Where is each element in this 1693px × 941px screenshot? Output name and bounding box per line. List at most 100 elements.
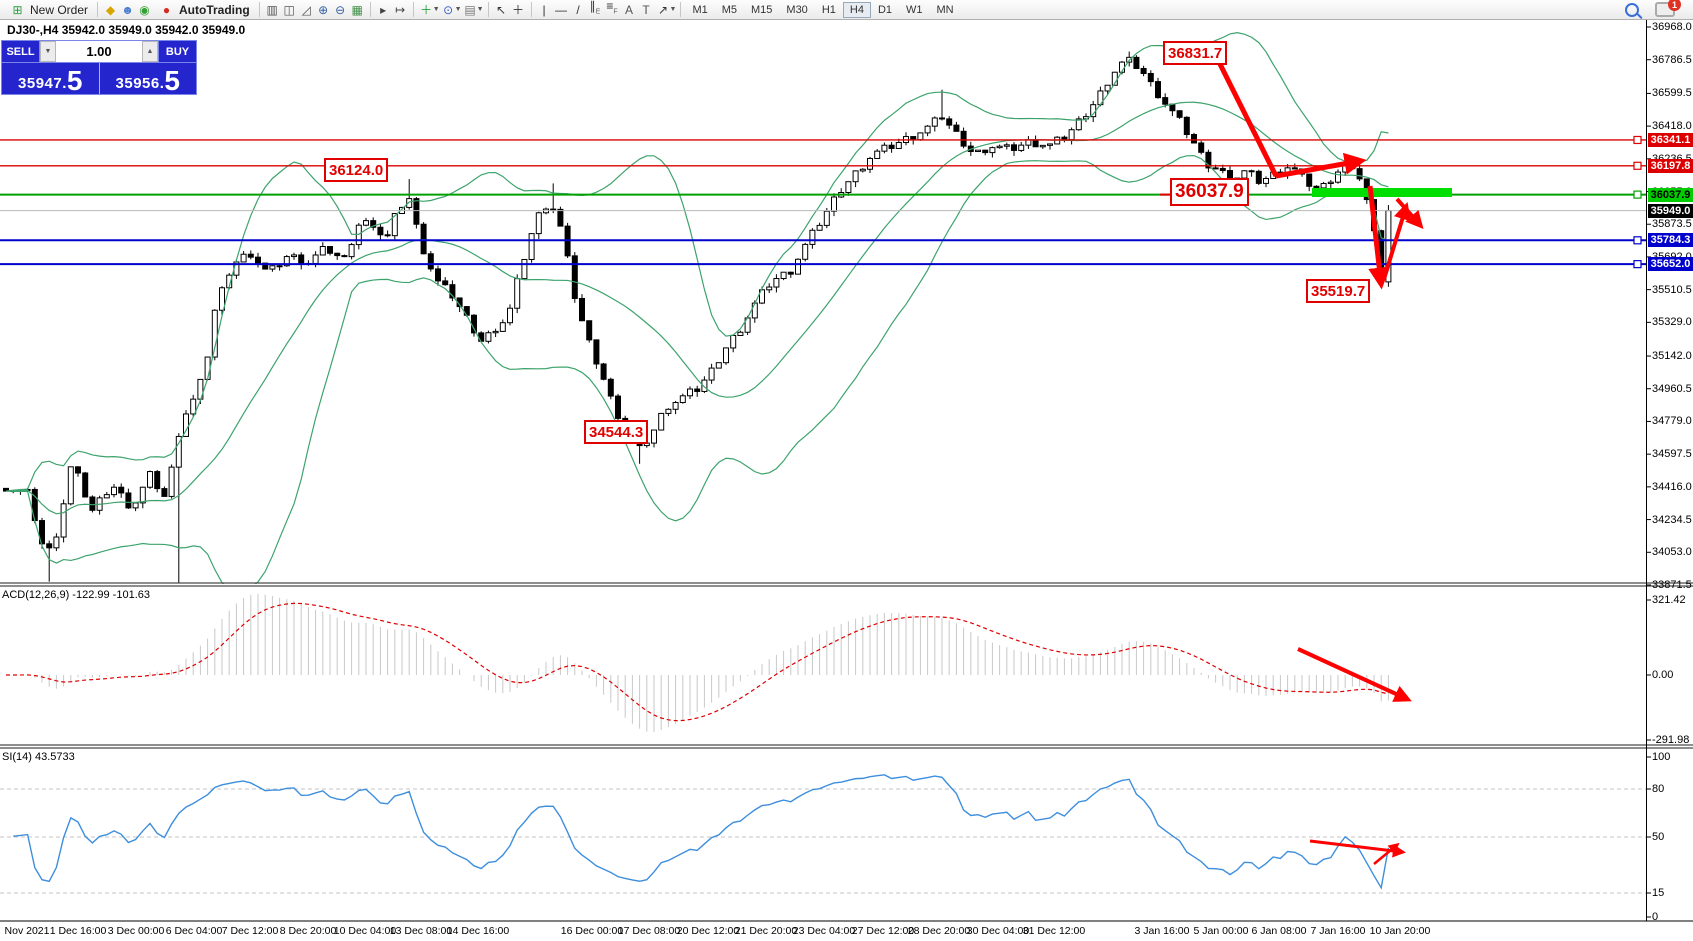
new-order-button[interactable]: ⊞ New Order <box>4 1 93 19</box>
candle <box>1219 167 1226 172</box>
autotrading-button[interactable]: ● AutoTrading <box>153 1 255 19</box>
candle <box>406 198 413 208</box>
sell-price[interactable]: 35947. 5 <box>2 63 100 95</box>
fibonacci-icon[interactable]: ≡F <box>606 0 618 16</box>
buy-price[interactable]: 35956. 5 <box>115 65 180 96</box>
toolbar-separator <box>487 2 489 17</box>
community-icon[interactable]: ☻ <box>121 2 134 17</box>
periods-icon[interactable]: ⊙ <box>443 2 454 17</box>
templates-icon[interactable]: ▤ <box>464 2 476 17</box>
date-axis-label: 1 Dec 16:00 <box>49 925 107 937</box>
toolbar-separator <box>530 2 532 17</box>
candle <box>168 466 175 497</box>
candle <box>60 503 67 538</box>
timeframe-h4[interactable]: H4 <box>842 1 871 18</box>
zoom-in-icon[interactable]: ⊕ <box>318 2 329 17</box>
price-annotation-36037.9[interactable]: 36037.9 <box>1170 178 1249 206</box>
metaeditor-icon[interactable]: ◆ <box>105 2 116 17</box>
candle <box>1255 170 1262 184</box>
auto-scroll-icon[interactable]: ▸ <box>380 2 387 17</box>
candle <box>1313 185 1320 189</box>
timeframe-m5[interactable]: M5 <box>721 3 737 16</box>
candle <box>708 367 715 381</box>
candle <box>67 466 74 505</box>
candle <box>255 256 261 264</box>
tile-windows-icon[interactable]: ▦ <box>351 2 363 17</box>
date-axis-label: 6 Jan 08:00 <box>1251 925 1307 937</box>
cursor-icon[interactable]: ↖ <box>495 2 507 17</box>
sell-button[interactable]: SELL <box>1 40 40 63</box>
candle <box>528 233 535 260</box>
channel-icon[interactable]: ∥E <box>589 0 601 16</box>
candle <box>319 246 326 256</box>
candle <box>391 213 398 237</box>
candle <box>507 307 513 324</box>
label-icon[interactable]: T <box>642 2 650 17</box>
toolbar-separator <box>680 2 682 17</box>
candle <box>1241 170 1248 179</box>
date-axis-label: 21 Dec 20:00 <box>734 925 798 937</box>
lot-value[interactable]: 1.00 <box>86 44 112 59</box>
indicators-icon-dropdown[interactable]: ▼ <box>432 6 440 13</box>
bar-chart-icon[interactable]: ▥ <box>266 2 278 17</box>
candle <box>154 471 161 490</box>
candle <box>103 494 110 499</box>
price-annotation-34544.3[interactable]: 34544.3 <box>584 420 649 444</box>
search-icon[interactable] <box>1625 2 1639 17</box>
candle <box>327 246 333 254</box>
candle <box>1162 97 1169 105</box>
timeframe-m30[interactable]: M30 <box>786 3 808 16</box>
timeframe-d1[interactable]: D1 <box>877 3 892 16</box>
timeframe-m15[interactable]: M15 <box>751 3 773 16</box>
candle <box>283 256 290 267</box>
text-icon[interactable]: A <box>624 2 633 17</box>
candle <box>89 496 96 511</box>
candle <box>931 117 938 127</box>
candle <box>276 265 283 268</box>
lot-increase-button[interactable]: ▲ <box>142 41 158 62</box>
price-annotation-36831.7[interactable]: 36831.7 <box>1163 41 1228 65</box>
candlestick-chart-icon[interactable]: ◫ <box>283 2 295 17</box>
buy-button[interactable]: BUY <box>158 40 197 63</box>
candle <box>723 347 729 364</box>
date-axis-label: 3 Dec 00:00 <box>107 925 165 937</box>
candle <box>607 378 614 397</box>
zoom-out-icon[interactable]: ⊖ <box>335 2 346 17</box>
candle <box>1047 143 1053 146</box>
vertical-line-icon[interactable]: | <box>542 2 546 17</box>
date-axis-label: 27 Dec 12:00 <box>851 925 915 937</box>
timeframe-m1[interactable]: M1 <box>692 3 708 16</box>
templates-icon-dropdown[interactable]: ▼ <box>476 6 484 13</box>
horizontal-line-icon[interactable]: ― <box>555 2 567 17</box>
timeframe-mn[interactable]: MN <box>936 3 954 16</box>
arrows-icon[interactable]: ↗ <box>657 2 669 17</box>
notifications-icon[interactable]: 1 <box>1655 0 1681 17</box>
chart-shift-icon[interactable]: ↦ <box>395 2 406 17</box>
crosshair-icon[interactable]: ＋ <box>511 2 524 17</box>
trendline-icon[interactable]: / <box>576 2 580 17</box>
line-chart-icon[interactable]: ◿ <box>301 2 311 17</box>
candle <box>579 297 585 322</box>
timeframe-w1[interactable]: W1 <box>906 3 923 16</box>
arrows-icon-dropdown[interactable]: ▼ <box>669 6 677 13</box>
candle <box>111 486 117 496</box>
candle <box>751 302 758 319</box>
price-annotation-35519.7[interactable]: 35519.7 <box>1306 279 1371 303</box>
candle <box>370 220 377 228</box>
candle <box>435 268 441 282</box>
candle <box>1183 116 1190 136</box>
lot-decrease-button[interactable]: ▼ <box>40 41 56 62</box>
timeframe-h1[interactable]: H1 <box>821 3 836 16</box>
candle <box>1306 173 1313 187</box>
candle <box>341 255 348 258</box>
signals-icon[interactable]: ◉ <box>139 2 150 17</box>
date-axis-label: 16 Dec 00:00 <box>560 925 624 937</box>
candle <box>211 309 218 358</box>
price-annotation-36124.0[interactable]: 36124.0 <box>324 158 389 182</box>
candle <box>1140 67 1147 74</box>
indicators-icon[interactable]: ＋ <box>420 2 433 17</box>
candle <box>240 253 247 263</box>
periods-icon-dropdown[interactable]: ▼ <box>454 6 462 13</box>
